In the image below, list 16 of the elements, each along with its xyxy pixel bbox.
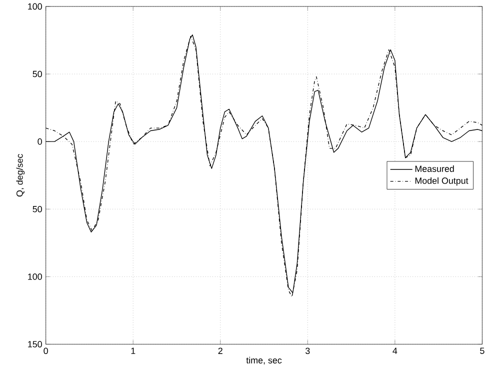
y-tick-label: 50 — [32, 70, 42, 78]
x-tick-label: 1 — [131, 348, 136, 354]
y-tick-label: 150 — [28, 341, 42, 348]
legend-label: Model Output — [415, 177, 468, 186]
x-axis-title: time, sec — [246, 356, 282, 364]
legend-label: Measured — [415, 165, 454, 172]
y-tick-label: 100 — [28, 273, 42, 280]
y-tick-label: 100 — [28, 3, 42, 10]
x-tick-label: 0 — [44, 348, 48, 354]
y-axis-title: Q, deg/sec — [16, 154, 25, 196]
y-tick-label: 0 — [38, 138, 42, 145]
x-tick-label: 3 — [306, 348, 310, 354]
x-tick-label: 4 — [392, 348, 398, 354]
y-tick-label: 50 — [32, 206, 42, 212]
x-tick-label: 5 — [480, 348, 484, 354]
x-tick-label: 2 — [218, 348, 222, 354]
